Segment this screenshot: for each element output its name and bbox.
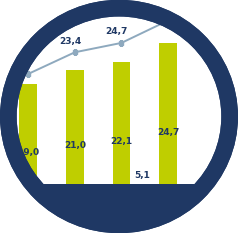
Text: 24,7: 24,7 (157, 127, 179, 137)
Bar (113, 62, 130, 221)
Bar (19, 84, 37, 221)
Bar (66, 70, 84, 221)
Text: 24,7: 24,7 (106, 27, 128, 36)
Text: 19,0: 19,0 (17, 148, 39, 157)
Text: ,4: ,4 (19, 58, 28, 67)
Text: 5,1: 5,1 (134, 171, 150, 180)
Bar (0, 205, 100, 221)
Text: 2,6: 2,6 (88, 189, 104, 198)
Text: 2,3: 2,3 (41, 191, 57, 200)
Bar (33, 202, 154, 221)
Text: 22,1: 22,1 (110, 137, 133, 146)
Bar (21, 184, 238, 221)
Text: 21,0: 21,0 (64, 141, 86, 150)
Bar (159, 43, 177, 221)
Bar (21, 184, 238, 221)
Text: 23,4: 23,4 (59, 37, 81, 46)
